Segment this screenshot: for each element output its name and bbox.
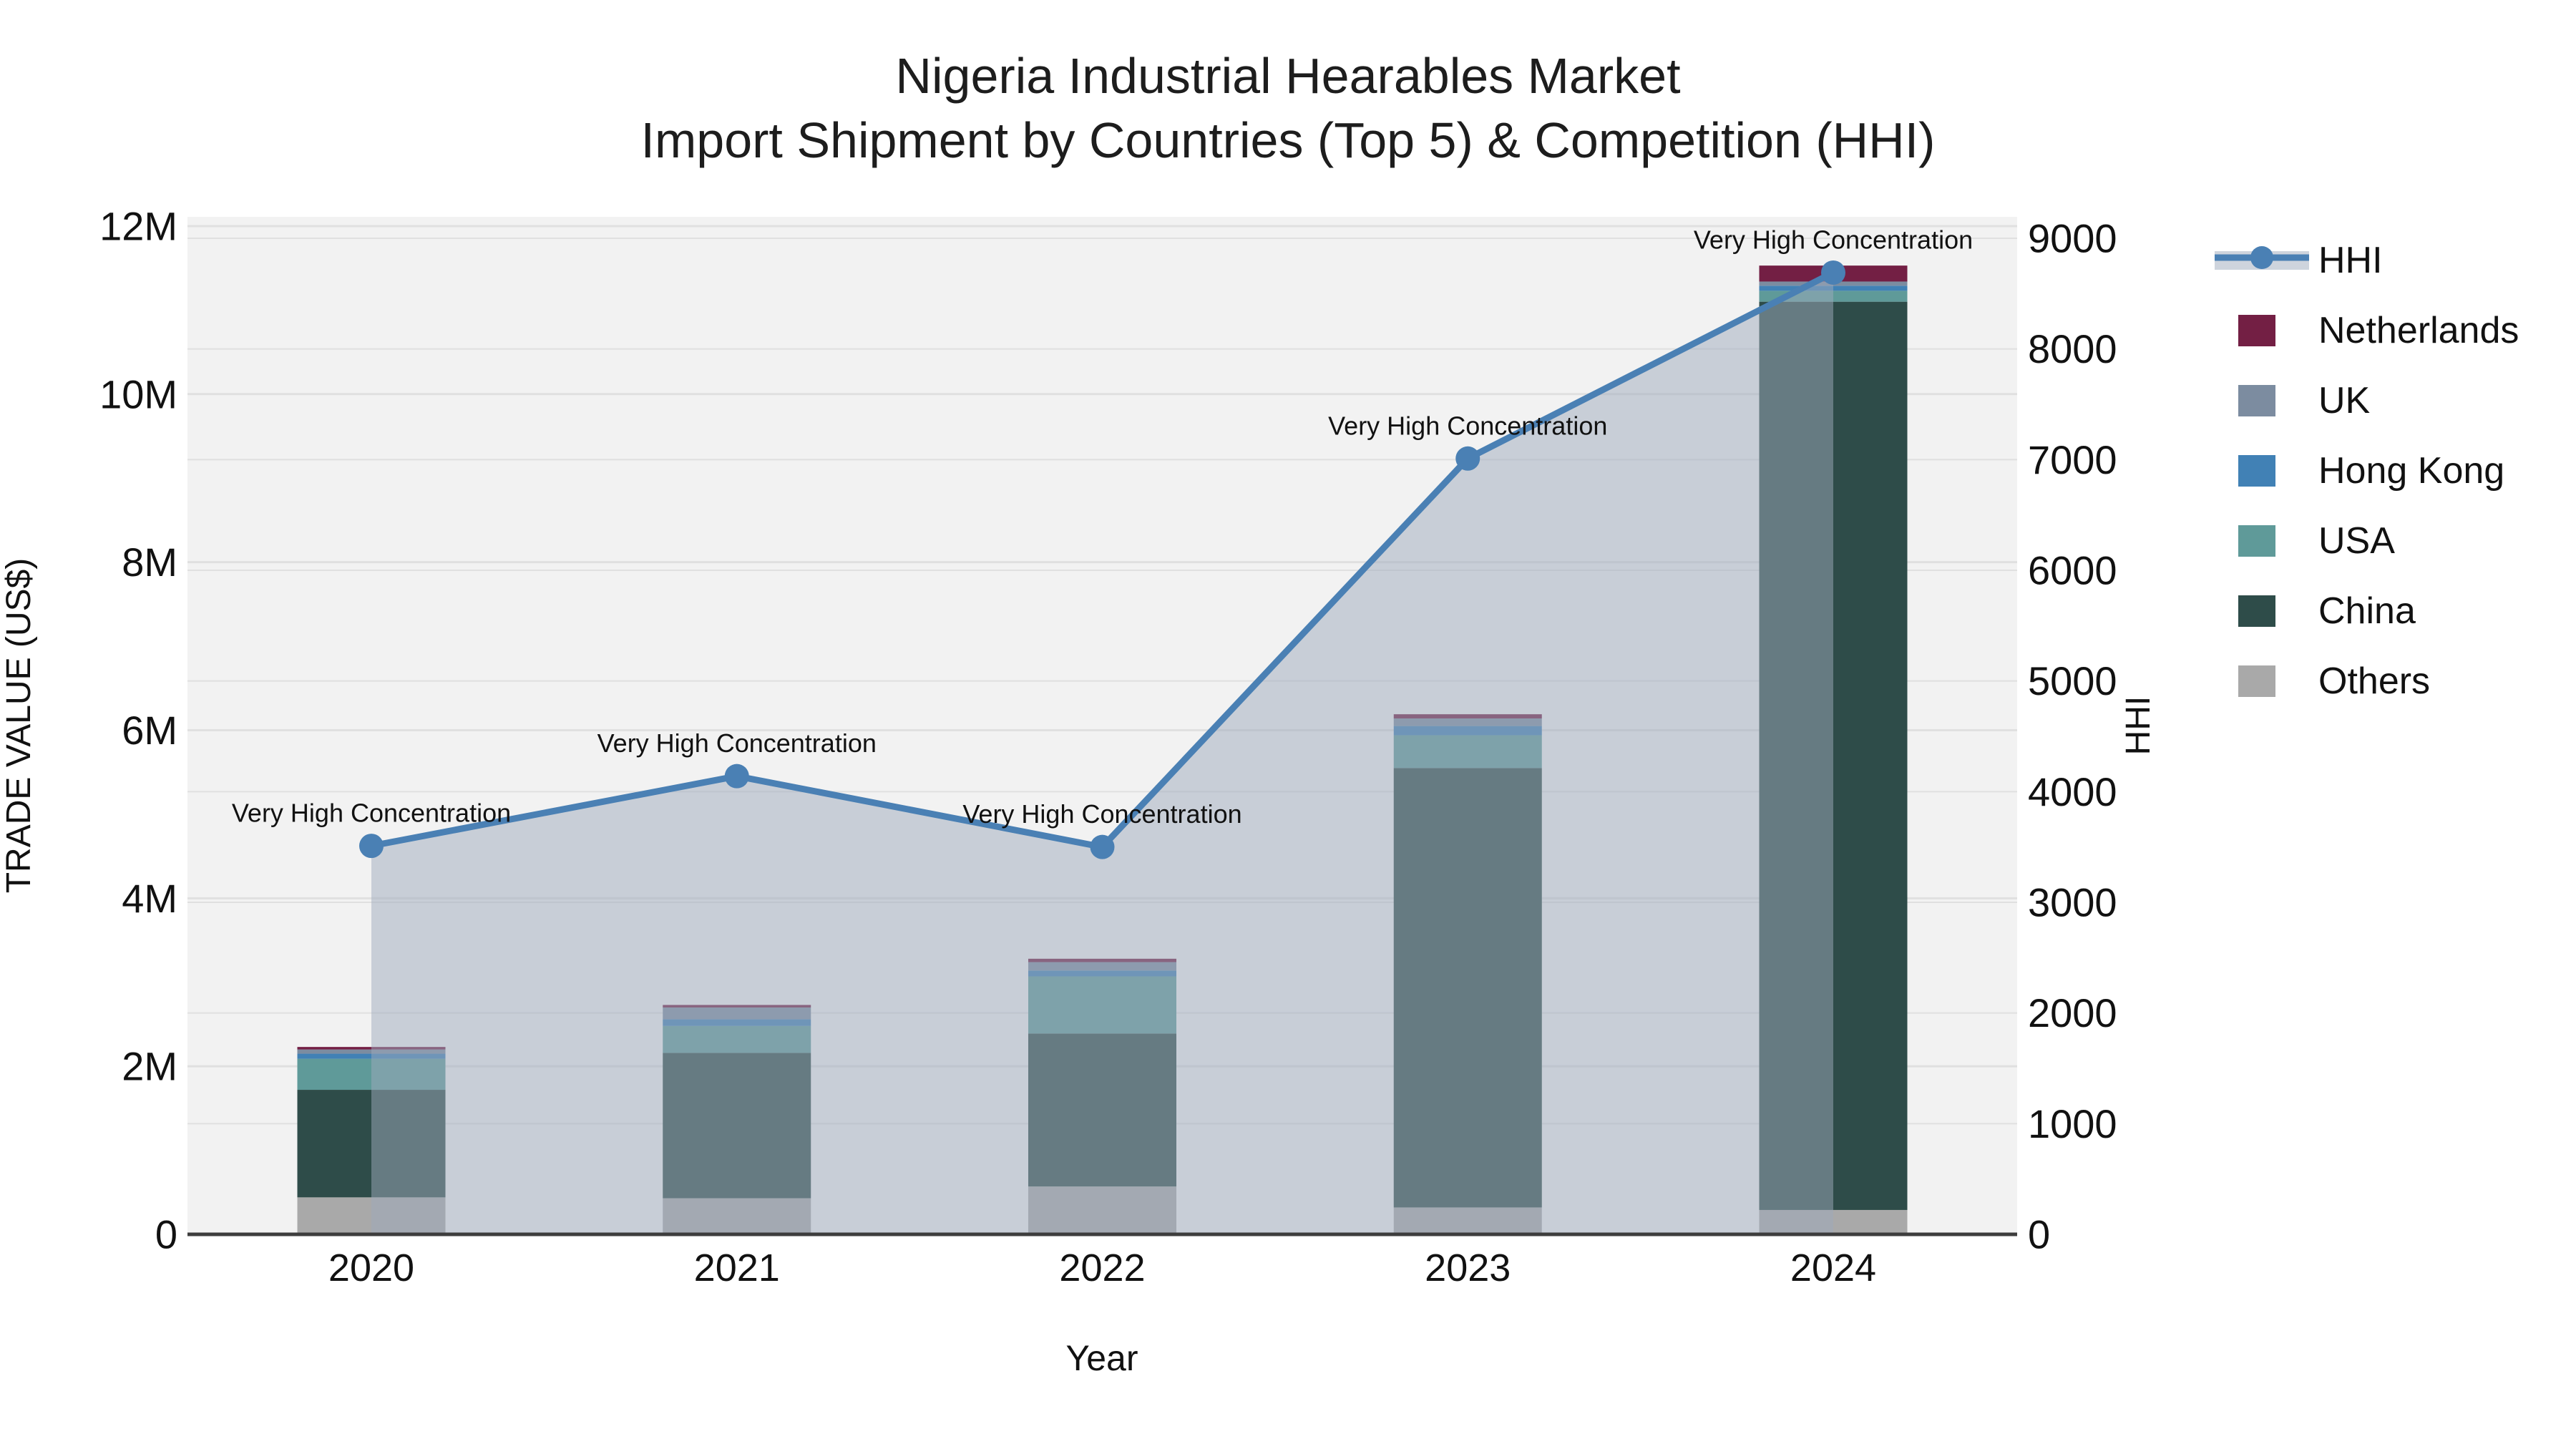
hhi-marker-2023[interactable]: [1455, 446, 1480, 471]
y-left-tick-label: 2M: [122, 1044, 177, 1089]
annotation-2022: Very High Concentration: [962, 799, 1241, 829]
annotations-layer: Very High Concentration Very High Concent…: [232, 225, 1973, 829]
legend-label: HHI: [2318, 240, 2383, 281]
y-left-tick-label: 10M: [99, 371, 177, 416]
annotation-2020: Very High Concentration: [232, 799, 511, 828]
x-tick-label-2022: 2022: [1059, 1246, 1145, 1289]
y-left-tick-label: 0: [155, 1212, 177, 1257]
legend-swatch-others: [2238, 665, 2275, 697]
x-tick-label-2024: 2024: [1790, 1246, 1876, 1289]
legend-swatch-hong_kong: [2238, 455, 2275, 487]
legend-label: China: [2318, 590, 2416, 632]
y-right-tick-label: 4000: [2028, 769, 2117, 814]
legend-label: USA: [2318, 520, 2395, 562]
axes-layer: 2020 2021 2022 2023 2024 0 2M 4M 6M 8M 10M 12M 0 1000…: [99, 203, 2117, 1289]
y-right-tick-label: 0: [2028, 1212, 2050, 1257]
chart-title-line2: Import Shipment by Countries (Top 5) & C…: [641, 112, 1936, 168]
y-right-tick-label: 3000: [2028, 879, 2117, 924]
legend-hhi-marker-swatch: [2250, 246, 2273, 269]
annotation-2021: Very High Concentration: [597, 728, 877, 758]
legend-label: Netherlands: [2318, 310, 2519, 351]
x-axis-title: Year: [1065, 1338, 1138, 1378]
y-right-tick-label: 8000: [2028, 326, 2117, 371]
chart-title-line1: Nigeria Industrial Hearables Market: [895, 48, 1680, 104]
legend-item-usa[interactable]: USA: [2238, 520, 2395, 562]
y-left-tick-label: 4M: [122, 876, 177, 921]
legend-item-hhi[interactable]: HHI: [2215, 240, 2383, 281]
hhi-marker-2024[interactable]: [1821, 260, 1845, 285]
y-left-tick-label: 12M: [99, 203, 177, 248]
hhi-marker-2022[interactable]: [1090, 834, 1115, 859]
annotation-2023: Very High Concentration: [1328, 411, 1607, 440]
legend-layer: HHI Netherlands UK Hong Kong USA China Others: [2215, 240, 2519, 702]
y-right-tick-label: 9000: [2028, 215, 2117, 260]
y-left-tick-label: 6M: [122, 708, 177, 753]
y-right-tick-label: 7000: [2028, 437, 2117, 482]
hhi-marker-2021[interactable]: [724, 763, 749, 789]
legend-label: Hong Kong: [2318, 450, 2504, 492]
y-right-tick-label: 6000: [2028, 547, 2117, 592]
hhi-area-layer: [371, 272, 1833, 1235]
y-left-axis-title: TRADE VALUE (US$): [0, 558, 38, 894]
legend-item-china[interactable]: China: [2238, 590, 2416, 632]
x-tick-label-2020: 2020: [328, 1246, 414, 1289]
y-right-axis-title: HHI: [2119, 696, 2157, 756]
hhi-area: [371, 272, 1833, 1235]
legend-label: Others: [2318, 660, 2430, 702]
x-tick-label-2021: 2021: [694, 1246, 780, 1289]
legend-item-others[interactable]: Others: [2238, 660, 2430, 702]
legend-swatch-usa: [2238, 525, 2275, 557]
y-right-tick-label: 2000: [2028, 990, 2117, 1035]
y-right-tick-label: 1000: [2028, 1101, 2117, 1146]
legend-item-netherlands[interactable]: Netherlands: [2238, 310, 2519, 351]
hhi-line-layer: [359, 260, 1845, 859]
hhi-marker-2020[interactable]: [359, 834, 384, 859]
y-left-tick-label: 8M: [122, 540, 177, 585]
legend-swatch-uk: [2238, 385, 2275, 416]
legend-item-hong-kong[interactable]: Hong Kong: [2238, 450, 2504, 492]
legend-item-uk[interactable]: UK: [2238, 380, 2371, 421]
annotation-2024: Very High Concentration: [1694, 225, 1973, 254]
x-tick-label-2023: 2023: [1425, 1246, 1511, 1289]
legend-swatch-china: [2238, 595, 2275, 627]
legend-swatch-netherlands: [2238, 315, 2275, 346]
legend-label: UK: [2318, 380, 2371, 421]
y-right-tick-label: 5000: [2028, 658, 2117, 703]
